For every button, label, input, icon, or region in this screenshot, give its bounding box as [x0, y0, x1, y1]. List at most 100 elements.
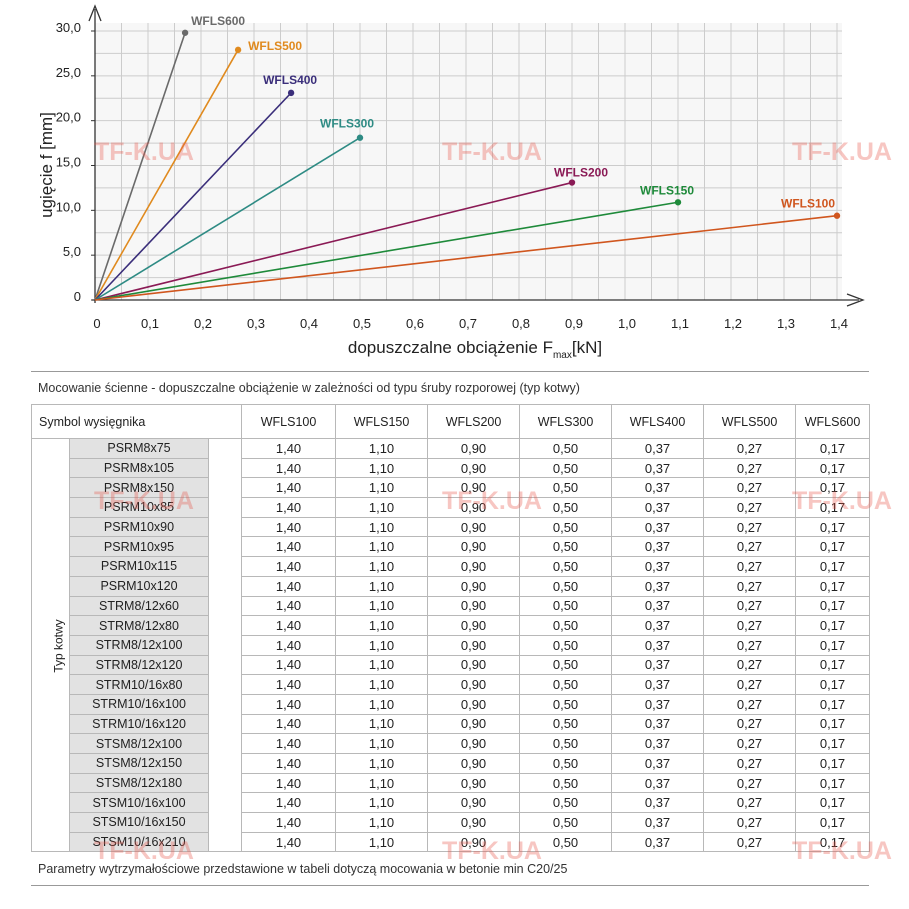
value-cell: 0,27 — [703, 438, 797, 459]
table-row: STRM8/12x100 1,40 1,10 0,90 0,50 0,37 0,27 0,17 — [32, 634, 871, 656]
value-cell: 0,50 — [519, 477, 613, 499]
anchor-cell: PSRM10x120 — [69, 575, 209, 597]
table-header-row: Symbol wysięgnika WFLS100 WFLS150 WFLS200 WF… — [30, 404, 871, 439]
value-cell: 0,37 — [611, 733, 705, 754]
value-cell: 0,27 — [703, 595, 797, 617]
value-cell: 0,17 — [795, 733, 871, 754]
y-tick-label: 20,0 — [56, 110, 81, 125]
series-label: WFLS400 — [263, 73, 317, 87]
value-cell: 0,90 — [427, 556, 521, 577]
value-cell: 0,27 — [703, 654, 797, 676]
value-cell: 0,50 — [519, 772, 613, 794]
value-cell: 1,40 — [241, 457, 337, 479]
value-cell: 0,90 — [427, 772, 521, 794]
watermark: TF-K.UA — [94, 837, 194, 865]
chart-axes — [88, 4, 865, 307]
value-cell: 0,90 — [427, 654, 521, 676]
x-tick-label: 1,1 — [671, 316, 689, 331]
value-cell: 0,90 — [427, 753, 521, 774]
value-cell: 1,40 — [241, 497, 337, 518]
anchor-cell: PSRM8x105 — [69, 457, 209, 479]
anchor-cell: STSM10/16x100 — [69, 792, 209, 814]
watermark: TF-K.UA — [792, 487, 892, 515]
value-cell: 1,40 — [241, 477, 337, 499]
watermark: TF-K.UA — [442, 837, 542, 865]
watermark: TF-K.UA — [442, 138, 542, 166]
x-tick-label: 0,2 — [194, 316, 212, 331]
series-label: WFLS100 — [781, 197, 835, 211]
x-tick-label: 0,3 — [247, 316, 265, 331]
value-cell: 0,17 — [795, 516, 871, 538]
value-cell: 0,27 — [703, 536, 797, 558]
anchor-cell: STSM8/12x180 — [69, 772, 209, 794]
table-row: STSM10/16x100 1,40 1,10 0,90 0,50 0,37 0,27 0,1… — [32, 792, 871, 814]
table-footnote: Parametry wytrzymałościowe przedstawione… — [38, 862, 568, 876]
x-tick-label: 0,6 — [406, 316, 424, 331]
table-top-rule — [31, 371, 869, 372]
value-cell: 0,90 — [427, 457, 521, 479]
table-row: STSM10/16x210 1,40 1,10 0,90 0,50 0,37 0,27 0,1… — [32, 831, 871, 853]
series-line-wfls150 — [94, 201, 679, 301]
anchor-cell: STSM10/16x210 — [69, 831, 209, 853]
table-row: STRM8/12x120 1,40 1,10 0,90 0,50 0,37 0,27 0,17 — [32, 654, 871, 676]
value-cell: 0,37 — [611, 595, 705, 617]
anchor-cell: PSRM10x85 — [69, 497, 209, 518]
x-tick-label: 0 — [93, 316, 100, 331]
value-cell: 0,27 — [703, 575, 797, 597]
column-header: WFLS100 — [241, 404, 337, 439]
value-cell: 0,17 — [795, 536, 871, 558]
value-cell: 1,40 — [241, 516, 337, 538]
value-cell: 0,50 — [519, 812, 613, 833]
y-axis-label: ugięcie f [mm] — [37, 112, 56, 218]
value-cell: 0,17 — [795, 753, 871, 774]
value-cell: 0,37 — [611, 713, 705, 735]
x-axis-arrow — [846, 293, 865, 307]
value-cell: 1,40 — [241, 595, 337, 617]
value-cell: 0,50 — [519, 634, 613, 656]
value-cell: 0,37 — [611, 812, 705, 833]
value-cell: 1,40 — [241, 831, 337, 853]
column-header: WFLS400 — [611, 404, 705, 439]
group-label: Typ kotwy — [51, 619, 66, 673]
load-label-cell: Obciążenie maksymalne Fmax[kN] — [207, 437, 243, 853]
value-cell: 0,37 — [611, 753, 705, 774]
series-endpoint-wfls200 — [568, 179, 576, 186]
value-cell: 0,90 — [427, 595, 521, 617]
anchor-cell: STRM10/16x80 — [69, 674, 209, 695]
plot-area — [95, 23, 842, 300]
value-cell: 0,17 — [795, 595, 871, 617]
series-endpoint-wfls500 — [234, 46, 242, 54]
value-cell: 0,37 — [611, 654, 705, 676]
x-axis-label: dopuszczalne obciążenie Fmax[kN] — [348, 338, 602, 361]
value-cell: 0,27 — [703, 693, 797, 715]
x-tick-label: 0,4 — [300, 316, 318, 331]
value-cell: 0,27 — [703, 733, 797, 754]
watermark: TF-K.UA — [442, 487, 542, 515]
value-cell: 0,90 — [427, 792, 521, 814]
table-row: STSM8/12x150 1,40 1,10 0,90 0,50 0,37 0,27 0,17 — [32, 753, 871, 774]
value-cell: 1,10 — [335, 595, 429, 617]
table-caption: Mocowanie ścienne - dopuszczalne obciąże… — [38, 381, 580, 395]
value-cell: 1,40 — [241, 733, 337, 754]
value-cell: 1,40 — [241, 772, 337, 794]
series-line-wfls300 — [94, 137, 361, 301]
anchor-cell: STSM8/12x100 — [69, 733, 209, 754]
value-cell: 1,40 — [241, 654, 337, 676]
deflection-chart: 0 0,1 0,2 0,3 0,4 0,5 0,6 0,7 0,8 0,9 1,0 1,1 1,2 1,3… — [37, 4, 865, 361]
watermark: TF-K.UA — [792, 138, 892, 166]
table-row: PSRM10x95 1,40 1,10 0,90 0,50 0,37 0,27 0,17 — [32, 536, 871, 558]
value-cell: 0,17 — [795, 772, 871, 794]
value-cell: 1,40 — [241, 693, 337, 715]
value-cell: 0,37 — [611, 575, 705, 597]
value-cell: 0,37 — [611, 536, 705, 558]
anchor-cell: STRM10/16x100 — [69, 693, 209, 715]
x-tick-label: 1,3 — [777, 316, 795, 331]
y-tick-label: 30,0 — [56, 20, 81, 35]
value-cell: 1,10 — [335, 753, 429, 774]
value-cell: 0,37 — [611, 497, 705, 518]
value-cell: 1,10 — [335, 654, 429, 676]
watermark: TF-K.UA — [792, 837, 892, 865]
x-tick-labels: 0 0,1 0,2 0,3 0,4 0,5 0,6 0,7 0,8 0,9 1,0 1,1 1,2 1,3… — [93, 316, 848, 331]
value-cell: 0,17 — [795, 812, 871, 833]
